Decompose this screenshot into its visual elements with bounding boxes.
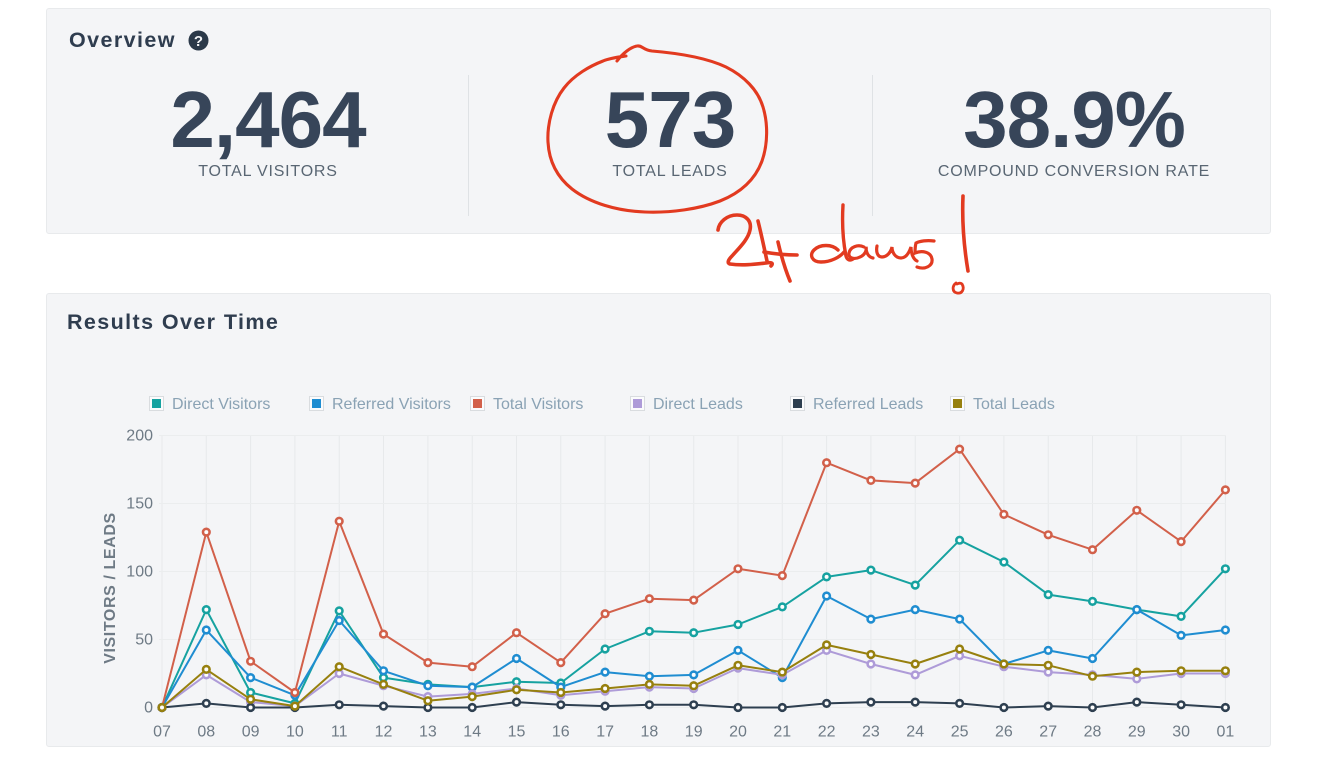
- svg-text:25: 25: [951, 724, 969, 741]
- svg-text:07: 07: [153, 724, 171, 741]
- svg-text:15: 15: [508, 724, 526, 741]
- svg-text:13: 13: [419, 724, 437, 741]
- svg-text:26: 26: [995, 724, 1013, 741]
- svg-text:200: 200: [126, 428, 153, 445]
- svg-text:16: 16: [552, 724, 570, 741]
- svg-text:29: 29: [1128, 724, 1146, 741]
- svg-text:17: 17: [596, 724, 614, 741]
- svg-text:08: 08: [197, 724, 215, 741]
- svg-text:01: 01: [1217, 724, 1235, 741]
- svg-text:0: 0: [144, 700, 153, 717]
- svg-text:11: 11: [331, 724, 348, 741]
- svg-text:19: 19: [685, 724, 703, 741]
- svg-text:09: 09: [242, 724, 260, 741]
- svg-text:23: 23: [862, 724, 880, 741]
- svg-text:14: 14: [463, 724, 481, 741]
- svg-text:24: 24: [906, 724, 924, 741]
- svg-text:?: ?: [194, 33, 203, 50]
- svg-text:50: 50: [135, 632, 153, 649]
- svg-text:27: 27: [1039, 724, 1057, 741]
- svg-text:100: 100: [126, 564, 153, 581]
- svg-text:10: 10: [286, 724, 304, 741]
- svg-text:18: 18: [641, 724, 659, 741]
- svg-text:20: 20: [729, 724, 747, 741]
- svg-text:30: 30: [1172, 724, 1190, 741]
- svg-text:12: 12: [375, 724, 393, 741]
- svg-text:21: 21: [773, 724, 791, 741]
- svg-text:28: 28: [1084, 724, 1102, 741]
- svg-text:150: 150: [126, 496, 153, 513]
- svg-text:VISITORS / LEADS: VISITORS / LEADS: [102, 512, 119, 664]
- svg-text:22: 22: [818, 724, 836, 741]
